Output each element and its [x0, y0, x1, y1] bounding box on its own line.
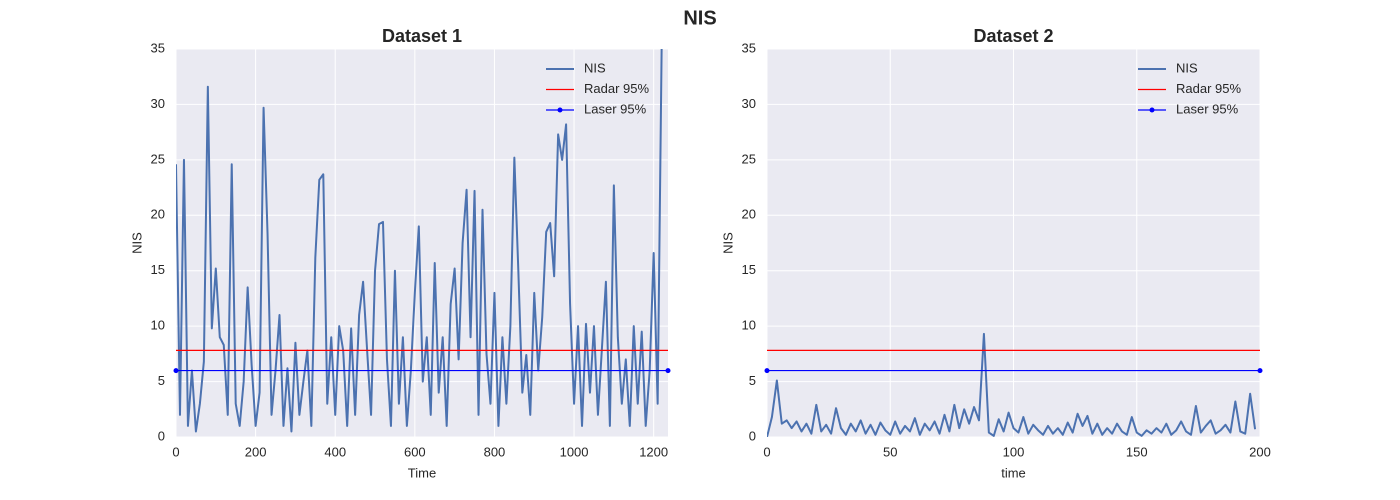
x-tick-label: 800	[484, 444, 506, 459]
x-tick-label: 1000	[560, 444, 589, 459]
x-tick-label: 0	[172, 444, 179, 459]
y-axis-label: NIS	[129, 232, 144, 254]
reference-marker	[173, 368, 179, 374]
plot-layer	[767, 332, 1257, 437]
x-axis-label: time	[1001, 465, 1026, 480]
legend-label: Laser 95%	[1176, 101, 1239, 116]
legend-label: Radar 95%	[1176, 81, 1241, 96]
y-tick-label: 5	[749, 373, 756, 388]
y-tick-label: 30	[742, 96, 756, 111]
y-axis-label: NIS	[720, 232, 735, 254]
y-tick-label: 35	[151, 40, 165, 55]
y-tick-label: 15	[742, 262, 756, 277]
data-line	[767, 332, 1257, 437]
axes-title: Dataset 1	[382, 26, 462, 46]
y-tick-label: 20	[742, 207, 756, 222]
figure-title: NIS	[683, 7, 716, 29]
x-tick-label: 1200	[639, 444, 668, 459]
axes-title: Dataset 2	[973, 26, 1053, 46]
legend-label: Radar 95%	[584, 81, 649, 96]
x-tick-label: 150	[1126, 444, 1148, 459]
y-tick-label: 0	[749, 428, 756, 443]
y-tick-label: 15	[151, 262, 165, 277]
legend-marker	[557, 107, 563, 113]
x-tick-label: 100	[1003, 444, 1025, 459]
data-line	[176, 49, 663, 433]
y-tick-label: 25	[151, 151, 165, 166]
x-tick-label: 400	[324, 444, 346, 459]
y-tick-label: 35	[742, 40, 756, 55]
x-tick-label: 200	[1249, 444, 1271, 459]
reference-marker	[665, 368, 671, 374]
legend-marker	[1149, 107, 1155, 113]
x-axis-label: Time	[408, 465, 436, 480]
x-tick-label: 50	[883, 444, 897, 459]
legend-label: NIS	[584, 60, 606, 75]
y-tick-label: 20	[151, 207, 165, 222]
y-tick-label: 10	[151, 318, 165, 333]
y-tick-label: 25	[742, 151, 756, 166]
reference-marker	[764, 368, 770, 374]
x-tick-label: 600	[404, 444, 426, 459]
reference-marker	[1257, 368, 1263, 374]
x-tick-label: 0	[763, 444, 770, 459]
legend-label: NIS	[1176, 60, 1198, 75]
x-tick-label: 200	[245, 444, 267, 459]
y-tick-label: 30	[151, 96, 165, 111]
y-tick-label: 10	[742, 318, 756, 333]
y-tick-label: 5	[158, 373, 165, 388]
plot-layer	[176, 49, 663, 433]
y-tick-label: 0	[158, 428, 165, 443]
legend-label: Laser 95%	[584, 101, 647, 116]
